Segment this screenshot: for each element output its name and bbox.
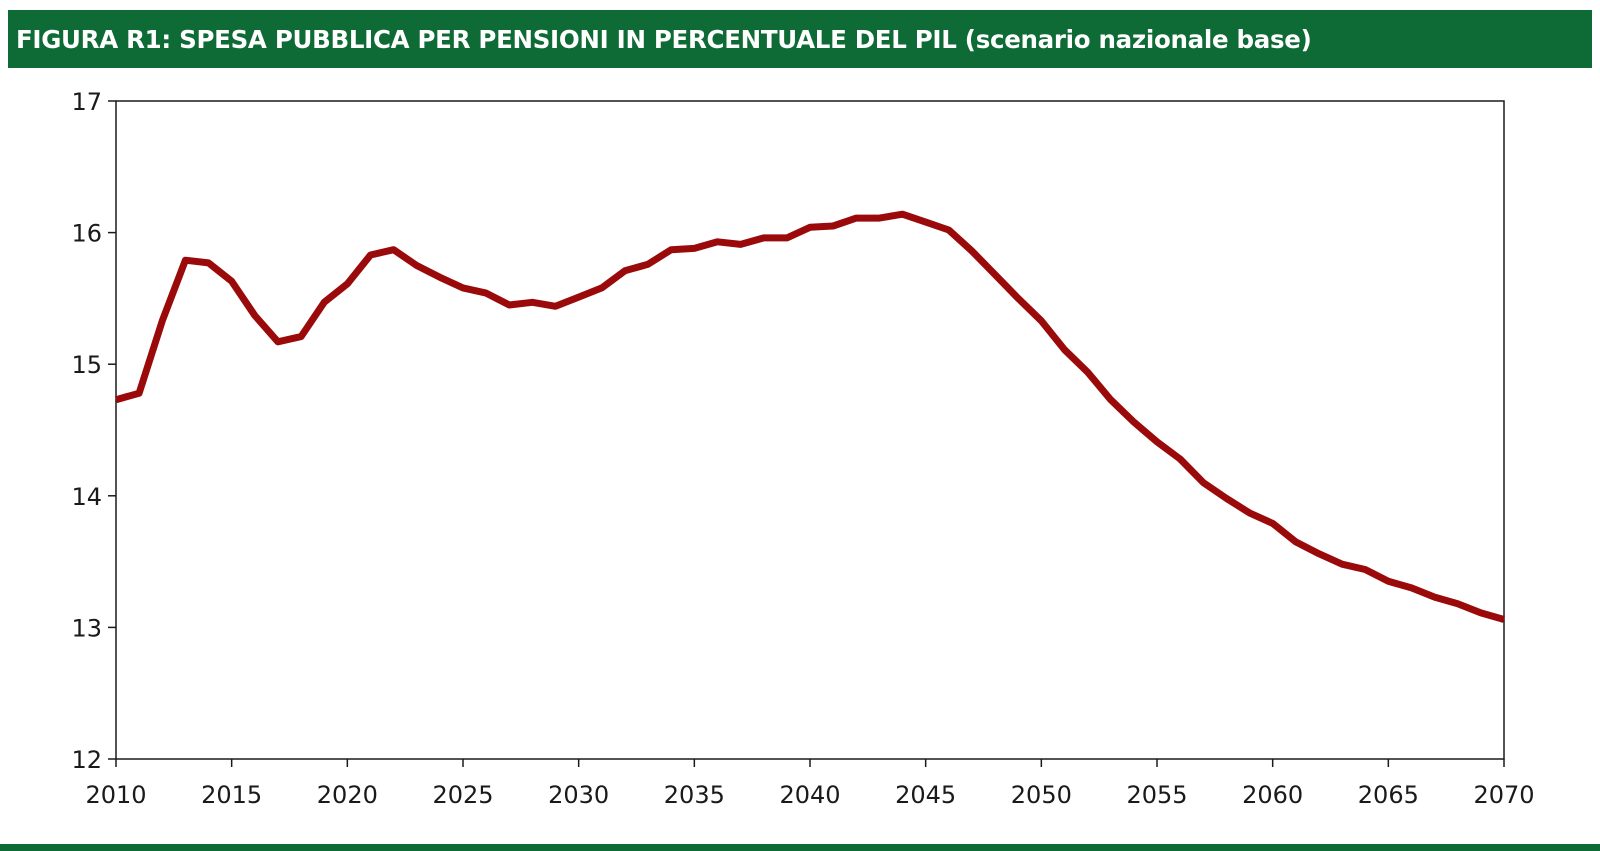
x-tick-label: 2055 [1126,781,1187,809]
y-tick-label: 12 [71,746,102,774]
x-tick-label: 2045 [895,781,956,809]
x-tick-label: 2060 [1242,781,1303,809]
pension-spending-line-chart: 12 13 14 15 16 17 2010 2015 2020 2025 2030 2035 2040… [71,88,1534,809]
x-tick-label: 2030 [548,781,609,809]
chart-area: 12 13 14 15 16 17 2010 2015 2020 2025 2030 2035 2040… [0,68,1600,843]
y-tick-label: 14 [71,483,102,511]
y-tick-label: 15 [71,351,102,379]
chart-title-bar: FIGURA R1: SPESA PUBBLICA PER PENSIONI I… [8,10,1592,68]
x-tick-label: 2025 [432,781,493,809]
bottom-divider [0,844,1600,851]
axes [108,100,1505,767]
y-tick-label: 17 [71,88,102,116]
x-tick-label: 2070 [1473,781,1534,809]
x-tick-label: 2050 [1011,781,1072,809]
x-tick-label: 2035 [664,781,725,809]
chart-title: FIGURA R1: SPESA PUBBLICA PER PENSIONI I… [16,24,1312,54]
x-tick-label: 2015 [201,781,262,809]
x-tick-label: 2010 [85,781,146,809]
x-tick-label: 2065 [1358,781,1419,809]
y-tick-label: 13 [71,614,102,642]
plot-frame [115,100,1505,760]
tick-labels: 12 13 14 15 16 17 2010 2015 2020 2025 2030 2035 2040… [71,88,1534,809]
x-tick-label: 2020 [317,781,378,809]
x-tick-label: 2040 [779,781,840,809]
series-layer [115,210,1505,623]
series-line [115,210,1505,623]
y-tick-label: 16 [71,220,102,248]
